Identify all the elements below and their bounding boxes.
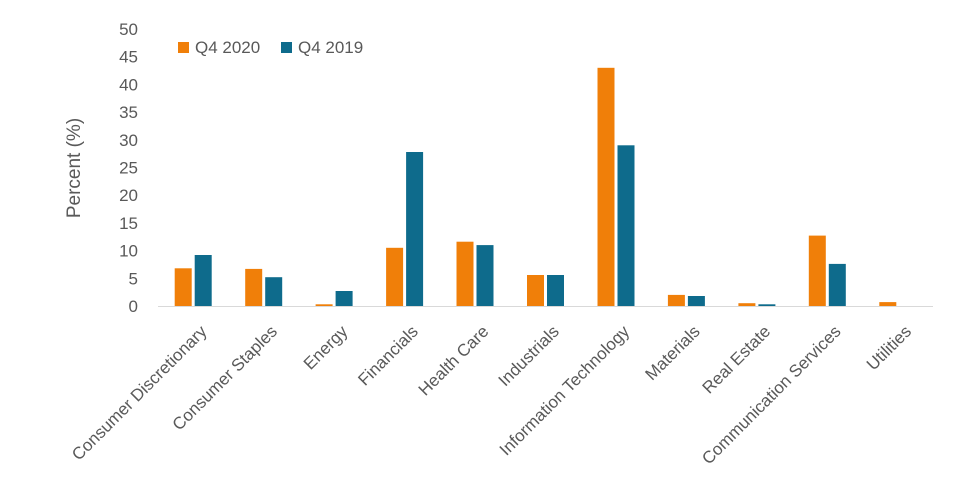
y-tick-label: 20 xyxy=(119,186,138,205)
x-tick-label: Information Technology xyxy=(496,322,634,460)
y-tick-label: 25 xyxy=(119,159,138,178)
y-tick-label: 10 xyxy=(119,242,138,261)
x-tick-label: Utilities xyxy=(863,322,915,374)
legend-label: Q4 2019 xyxy=(298,38,363,57)
bar-q4-2019 xyxy=(406,152,424,306)
bar-q4-2020 xyxy=(667,294,685,306)
y-tick-label: 40 xyxy=(119,75,138,94)
y-axis-ticks: 0 5 10 15 20 25 30 35 40 45 50 xyxy=(119,20,138,316)
bar-q4-2019 xyxy=(617,145,635,306)
bar-q4-2019 xyxy=(476,245,494,306)
y-tick-label: 0 xyxy=(129,297,138,316)
x-tick-label: Communication Services xyxy=(698,322,844,468)
bar-q4-2019 xyxy=(194,255,212,306)
bar-q4-2020 xyxy=(245,268,263,306)
bar-q4-2020 xyxy=(456,241,474,306)
y-tick-label: 5 xyxy=(129,269,138,288)
x-tick-label: Energy xyxy=(300,322,352,374)
x-tick-label: Real Estate xyxy=(699,322,775,398)
x-tick-label: Health Care xyxy=(415,322,493,400)
legend-label: Q4 2020 xyxy=(195,38,260,57)
bar-q4-2020 xyxy=(597,67,615,306)
x-tick-label: Industrials xyxy=(495,322,563,390)
bar-q4-2020 xyxy=(808,235,826,306)
bar-q4-2020 xyxy=(315,304,333,306)
bar-q4-2020 xyxy=(386,247,404,306)
legend-swatch xyxy=(281,42,292,53)
bar-q4-2019 xyxy=(828,263,846,306)
bar-q4-2019 xyxy=(265,277,283,306)
bar-q4-2020 xyxy=(174,268,192,306)
bar-q4-2019 xyxy=(335,291,353,306)
legend-swatch xyxy=(178,42,189,53)
y-tick-label: 35 xyxy=(119,103,138,122)
y-tick-label: 15 xyxy=(119,214,138,233)
bar-q4-2019 xyxy=(758,304,776,306)
bars xyxy=(174,67,897,306)
x-tick-label: Financials xyxy=(354,322,422,390)
y-tick-label: 30 xyxy=(119,131,138,150)
legend-item-q4-2019: Q4 2019 xyxy=(281,38,363,57)
y-tick-label: 50 xyxy=(119,20,138,39)
y-tick-label: 45 xyxy=(119,48,138,67)
legend: Q4 2020 Q4 2019 xyxy=(178,38,363,57)
y-axis-title: Percent (%) xyxy=(64,118,85,218)
bar-q4-2020 xyxy=(738,303,756,306)
bar-q4-2019 xyxy=(687,296,705,306)
y-axis-title-group: Percent (%) xyxy=(64,118,85,218)
x-tick-label: Materials xyxy=(642,322,704,384)
bar-q4-2020 xyxy=(879,302,897,306)
x-tick-label: Consumer Discretionary xyxy=(68,322,211,465)
legend-item-q4-2020: Q4 2020 xyxy=(178,38,260,57)
bar-q4-2019 xyxy=(547,275,564,306)
bar-q4-2020 xyxy=(527,275,544,306)
